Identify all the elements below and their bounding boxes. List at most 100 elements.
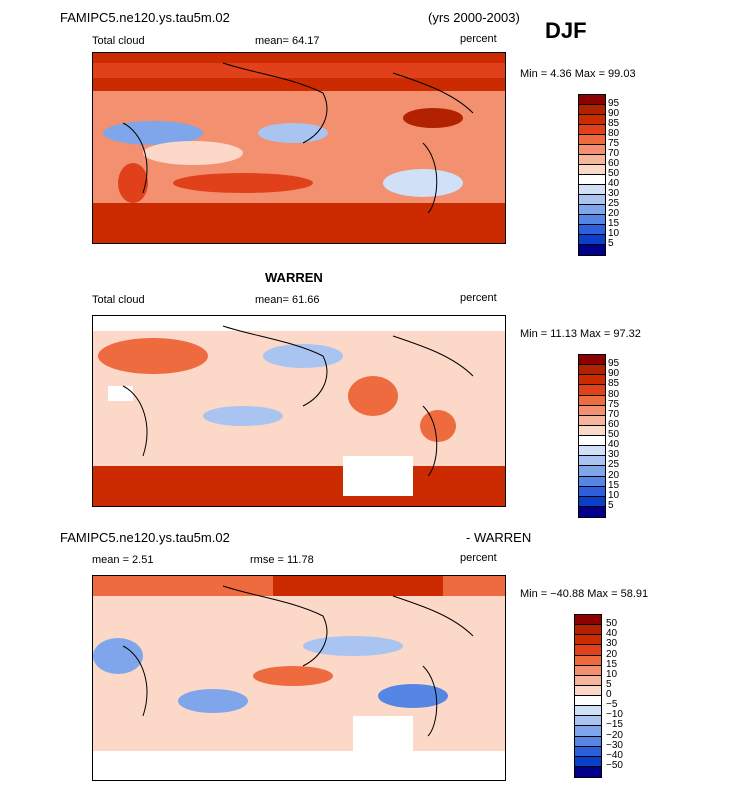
colorbar-level-label: 80 bbox=[608, 388, 620, 400]
colorbar-level-label: 10 bbox=[608, 489, 620, 501]
colorbar-level-label: 20 bbox=[606, 648, 618, 660]
colorbar-level-label: 50 bbox=[608, 168, 620, 179]
colorbar-segment bbox=[575, 645, 601, 656]
colorbar-level-label: 40 bbox=[608, 439, 620, 451]
colorbar-level-label: 50 bbox=[606, 618, 618, 630]
colorbar-segment bbox=[579, 185, 605, 195]
colorbar-segment bbox=[579, 395, 605, 406]
colorbar-level-label: 20 bbox=[608, 208, 620, 219]
colorbar-segment bbox=[579, 446, 605, 457]
colorbar-level-label: −30 bbox=[606, 739, 623, 751]
panel3-colorbar bbox=[574, 614, 602, 778]
colorbar-level-label: −15 bbox=[606, 719, 623, 731]
colorbar-level-label: 5 bbox=[606, 678, 612, 690]
colorbar-segment bbox=[579, 195, 605, 205]
colorbar-segment bbox=[579, 205, 605, 215]
colorbar-level-label: 80 bbox=[608, 128, 620, 139]
panel1-colorbar bbox=[578, 94, 606, 256]
colorbar-segment bbox=[575, 716, 601, 727]
colorbar-level-label: 60 bbox=[608, 418, 620, 430]
colorbar-level-label: 85 bbox=[608, 118, 620, 129]
panel3-mean: mean = 2.51 bbox=[92, 554, 154, 566]
colorbar-level-label: 0 bbox=[606, 689, 612, 700]
colorbar-level-label: 5 bbox=[608, 499, 614, 511]
colorbar-segment bbox=[575, 696, 601, 707]
colorbar-segment bbox=[579, 175, 605, 185]
colorbar-segment bbox=[575, 665, 601, 676]
colorbar-segment bbox=[579, 466, 605, 477]
panel2-variable: Total cloud bbox=[92, 294, 145, 306]
colorbar-segment bbox=[579, 165, 605, 175]
colorbar-segment bbox=[579, 355, 605, 366]
colorbar-level-label: −5 bbox=[606, 699, 618, 711]
panel3-minmax: Min = −40.88 Max = 58.91 bbox=[520, 588, 649, 600]
colorbar-level-label: −50 bbox=[606, 759, 623, 771]
colorbar-segment bbox=[579, 125, 605, 135]
colorbar-level-label: 10 bbox=[606, 668, 618, 680]
panel2-units: percent bbox=[460, 292, 497, 304]
colorbar-level-label: 25 bbox=[608, 459, 620, 471]
colorbar-segment bbox=[579, 486, 605, 497]
colorbar-segment bbox=[575, 615, 601, 626]
colorbar-level-label: 90 bbox=[608, 108, 620, 119]
colorbar-segment bbox=[575, 625, 601, 636]
colorbar-level-label: 75 bbox=[608, 138, 620, 149]
colorbar-level-label: 15 bbox=[606, 658, 618, 670]
colorbar-level-label: 10 bbox=[608, 228, 620, 239]
colorbar-level-label: 95 bbox=[608, 98, 620, 109]
colorbar-level-label: 40 bbox=[606, 628, 618, 640]
colorbar-segment bbox=[575, 706, 601, 717]
colorbar-segment bbox=[575, 756, 601, 767]
colorbar-segment bbox=[579, 405, 605, 416]
colorbar-segment bbox=[579, 365, 605, 376]
panel3-units: percent bbox=[460, 552, 497, 564]
panel2-colorbar bbox=[578, 354, 606, 518]
colorbar-segment bbox=[579, 375, 605, 386]
colorbar-level-label: 85 bbox=[608, 378, 620, 390]
colorbar-segment bbox=[579, 115, 605, 125]
colorbar-level-label: 50 bbox=[608, 429, 620, 440]
colorbar-level-label: −40 bbox=[606, 749, 623, 761]
colorbar-segment bbox=[579, 95, 605, 105]
panel2-map bbox=[92, 315, 506, 507]
colorbar-segment bbox=[579, 215, 605, 225]
panel2-center-title: WARREN bbox=[265, 270, 323, 285]
colorbar-segment bbox=[579, 145, 605, 155]
years-label: (yrs 2000-2003) bbox=[428, 10, 520, 25]
colorbar-segment bbox=[575, 746, 601, 757]
panel1-minmax: Min = 4.36 Max = 99.03 bbox=[520, 68, 636, 80]
panel2-minmax: Min = 11.13 Max = 97.32 bbox=[520, 328, 641, 340]
panel1-variable: Total cloud bbox=[92, 35, 145, 47]
colorbar-level-label: 30 bbox=[606, 638, 618, 650]
colorbar-level-label: 70 bbox=[608, 408, 620, 420]
colorbar-level-label: 15 bbox=[608, 479, 620, 491]
panel3-map bbox=[92, 575, 506, 781]
panel1-units: percent bbox=[460, 33, 497, 45]
colorbar-segment bbox=[579, 385, 605, 396]
colorbar-level-label: 90 bbox=[608, 368, 620, 380]
colorbar-segment bbox=[579, 496, 605, 507]
colorbar-segment bbox=[579, 506, 605, 517]
colorbar-segment bbox=[579, 456, 605, 467]
colorbar-segment bbox=[579, 245, 605, 255]
diff-obs-label: - WARREN bbox=[466, 530, 532, 545]
colorbar-segment bbox=[579, 105, 605, 115]
colorbar-level-label: 25 bbox=[608, 198, 620, 209]
colorbar-segment bbox=[579, 155, 605, 165]
colorbar-segment bbox=[579, 235, 605, 245]
diff-model-label: FAMIPC5.ne120.ys.tau5m.02 bbox=[60, 530, 230, 545]
colorbar-level-label: 70 bbox=[608, 148, 620, 159]
colorbar-level-label: 75 bbox=[608, 398, 620, 410]
colorbar-segment bbox=[575, 655, 601, 666]
colorbar-segment bbox=[575, 736, 601, 747]
panel1-map bbox=[92, 52, 506, 244]
colorbar-level-label: 5 bbox=[608, 238, 614, 249]
colorbar-segment bbox=[575, 726, 601, 737]
colorbar-level-label: 30 bbox=[608, 188, 620, 199]
colorbar-segment bbox=[579, 415, 605, 426]
colorbar-level-label: 95 bbox=[608, 358, 620, 370]
panel3-rmse: rmse = 11.78 bbox=[250, 554, 314, 566]
colorbar-level-label: 15 bbox=[608, 218, 620, 229]
colorbar-segment bbox=[579, 436, 605, 447]
model-title: FAMIPC5.ne120.ys.tau5m.02 bbox=[60, 10, 230, 25]
